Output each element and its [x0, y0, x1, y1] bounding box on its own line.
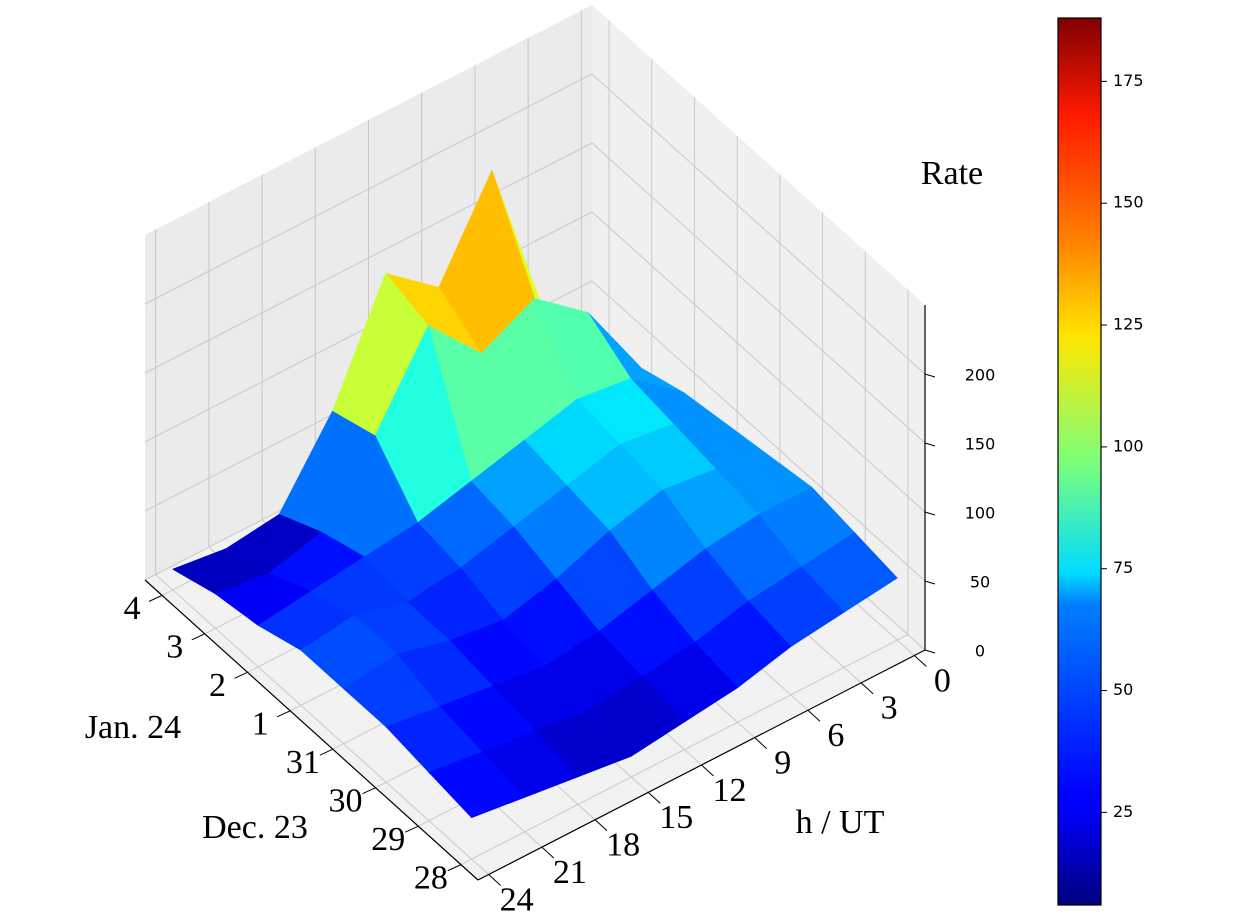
y-tick [148, 594, 163, 602]
colorbar-tick-label: 25 [1113, 802, 1133, 821]
y-tick-label: 2 [209, 667, 226, 704]
y-tick [362, 787, 376, 795]
y-tick-label: 28 [414, 859, 448, 896]
axis-line [144, 579, 479, 881]
y-tick-label: 30 [329, 782, 363, 819]
colorbar-tick-label: 100 [1113, 436, 1144, 455]
z-grid-line [591, 211, 926, 513]
y-axis-label-start: Dec. 23 [202, 809, 308, 846]
colorbar-tick-label: 75 [1113, 558, 1133, 577]
surface [172, 170, 898, 819]
z-tick [924, 373, 936, 378]
x-tick [594, 819, 608, 832]
z-tick [924, 442, 936, 447]
z-grid-line [591, 73, 926, 375]
surface-patch [428, 751, 526, 819]
x-tick [754, 737, 768, 749]
z-tick [924, 649, 936, 654]
x-tick [647, 792, 661, 804]
z-tick-label: 50 [970, 573, 990, 592]
x-tick [860, 682, 874, 695]
x-tick-label: 0 [934, 662, 951, 699]
y-grid-line [460, 634, 909, 866]
colorbar-tick-label: 125 [1113, 315, 1144, 334]
colorbar-tick-label: 175 [1113, 71, 1144, 90]
x-tick-label: 24 [500, 881, 534, 918]
y-tick-label: 29 [371, 821, 405, 858]
z-tick-label: 200 [965, 366, 996, 385]
y-tick [191, 633, 205, 641]
z-grid-line [591, 142, 926, 444]
z-axis-label: Rate [921, 155, 983, 192]
y-tick [276, 710, 291, 718]
y-tick-label: 3 [166, 629, 183, 666]
x-axis-label: h / UT [796, 804, 885, 841]
x-tick [914, 655, 927, 667]
x-tick-label: 15 [659, 799, 693, 836]
colorbar-tick-label: 150 [1113, 193, 1144, 212]
z-tick [924, 580, 936, 585]
x-tick-label: 12 [713, 772, 747, 809]
axis-line [477, 649, 926, 881]
x-tick [701, 764, 714, 777]
y-tick [405, 825, 419, 833]
x-tick-label: 21 [553, 854, 587, 891]
y-tick-label: 4 [124, 590, 141, 627]
x-tick-label: 9 [774, 744, 791, 781]
x-tick [541, 846, 555, 859]
right-pane [592, 5, 925, 650]
y-tick [234, 671, 248, 679]
z-tick-label: 150 [965, 435, 996, 454]
z-tick-label: 100 [965, 504, 996, 523]
z-tick-label: 0 [975, 642, 985, 661]
z-grid-line [591, 280, 926, 582]
y-tick-label: 1 [252, 706, 269, 743]
x-tick [488, 874, 501, 886]
z-tick [924, 511, 936, 516]
x-tick-label: 6 [827, 717, 844, 754]
colorbar-axis: 25 50 75 100 125 150 175 [1101, 71, 1144, 821]
colorbar [1057, 17, 1102, 906]
x-tick-label: 3 [881, 690, 898, 727]
x-tick-label: 18 [606, 827, 640, 864]
y-axis-label-end: Jan. 24 [85, 709, 181, 746]
y-tick-label: 31 [286, 744, 320, 781]
x-grid-line [155, 574, 489, 875]
y-tick [447, 864, 462, 872]
y-tick [319, 748, 334, 756]
x-tick [807, 709, 821, 722]
colorbar-tick-label: 50 [1113, 680, 1133, 699]
